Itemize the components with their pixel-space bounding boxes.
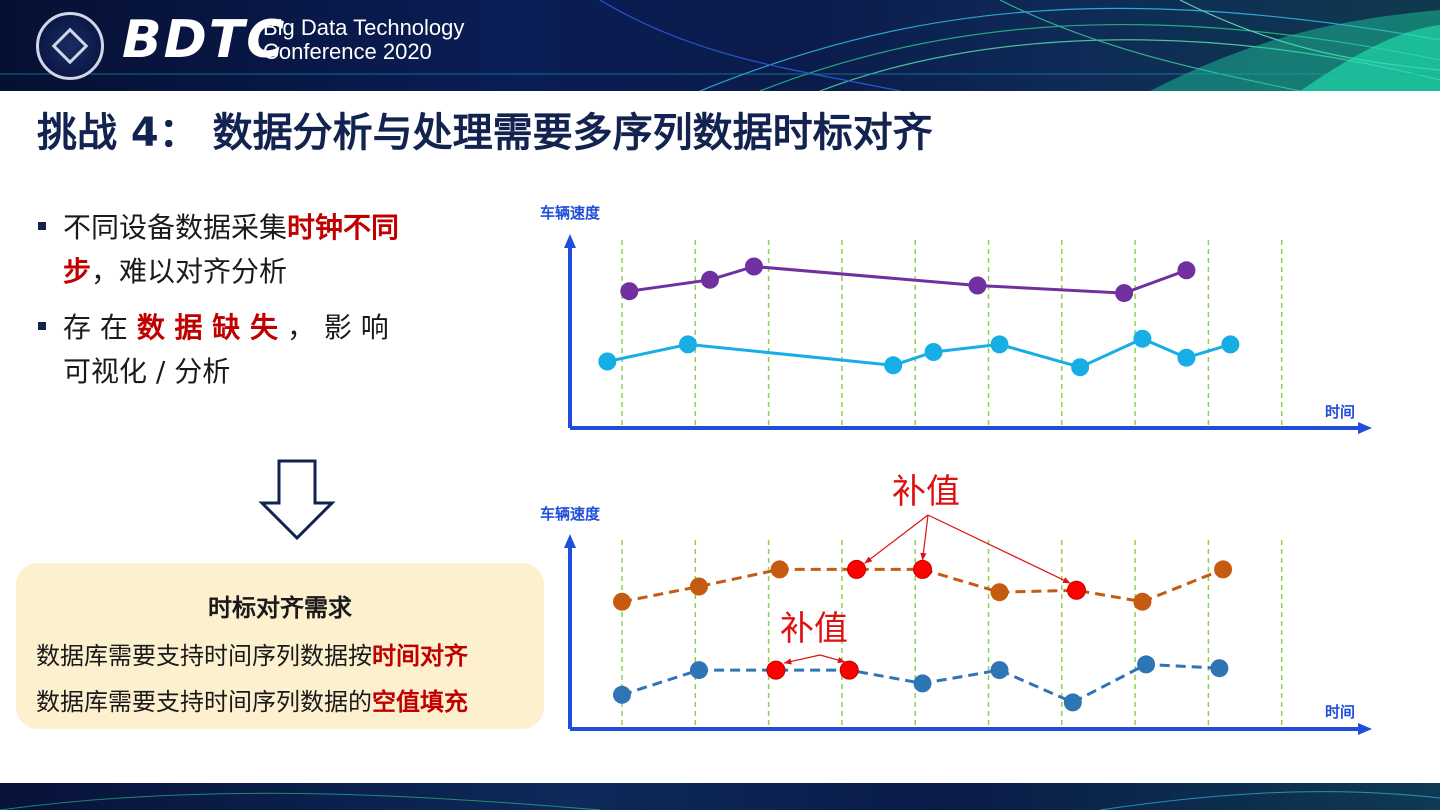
data-point xyxy=(1071,358,1090,377)
bullet-text: 不同设备数据采集时钟不同步，难以对齐分析 xyxy=(63,211,400,288)
filled-point xyxy=(839,660,859,680)
data-point xyxy=(1221,335,1240,354)
y-axis-arrow-icon xyxy=(564,534,576,548)
data-point xyxy=(1115,284,1134,303)
brand-name: BDTC xyxy=(122,10,287,70)
data-point xyxy=(968,276,987,295)
slide-title: 挑战 4： 数据分析与处理需要多序列数据时标对齐 xyxy=(37,110,933,156)
data-point xyxy=(990,335,1009,354)
annotation-arrowhead-icon xyxy=(837,657,846,664)
conference-banner: BDTC Big Data Technology Conference 2020 xyxy=(0,0,1440,91)
annotation-arrowhead-icon xyxy=(920,552,927,561)
footer-decoration xyxy=(0,791,1440,810)
data-point xyxy=(613,592,631,611)
series-line-orange xyxy=(621,567,1224,604)
data-point xyxy=(1133,592,1152,611)
conference-name-line2: Conference 2020 xyxy=(263,39,432,64)
filled-point xyxy=(766,660,786,680)
annotation-arrow xyxy=(819,654,846,663)
conference-name-line1: Big Data Technology xyxy=(263,15,465,40)
filled-point xyxy=(1066,580,1086,600)
bullet-clock-sync: 不同设备数据采集时钟不同步，难以对齐分析 xyxy=(38,206,438,294)
bullet-missing-data: 存 在 数 据 缺 失 ， 影 响 可视化 / 分析 xyxy=(38,306,418,394)
data-point xyxy=(990,583,1009,602)
data-point xyxy=(1177,261,1196,280)
x-axis-label: 时间 xyxy=(1325,403,1355,421)
data-point xyxy=(1133,329,1152,348)
data-point xyxy=(884,356,903,375)
requirement-align: 数据库需要支持时间序列数据按时间对齐 xyxy=(36,642,468,670)
data-point xyxy=(913,674,932,693)
series-line-blue xyxy=(621,662,1220,705)
data-point xyxy=(689,661,708,680)
banner-decoration xyxy=(0,0,1440,91)
annotation-arrow xyxy=(927,514,1071,584)
data-point xyxy=(990,661,1009,680)
annotation-arrow xyxy=(921,514,929,561)
data-point xyxy=(1063,693,1082,712)
annotation-arrow xyxy=(783,654,821,664)
data-point xyxy=(613,685,631,704)
data-point xyxy=(620,282,639,301)
x-axis-arrow-icon xyxy=(1358,422,1372,434)
requirements-box: 时标对齐需求 数据库需要支持时间序列数据按时间对齐 数据库需要支持时间序列数据的… xyxy=(16,563,544,729)
x-axis-arrow-icon xyxy=(1358,723,1372,735)
footer-bar xyxy=(0,783,1440,810)
ccf-logo xyxy=(36,12,104,80)
annotation-arrow xyxy=(864,514,929,564)
data-point xyxy=(744,257,763,276)
bullet-marker xyxy=(38,322,46,330)
data-point xyxy=(598,352,617,371)
annotation-arrowhead-icon xyxy=(864,556,873,564)
filled-point xyxy=(913,559,933,579)
y-axis-label: 车辆速度 xyxy=(540,505,601,523)
series-line-cyan xyxy=(607,337,1231,369)
filled-point xyxy=(847,559,867,579)
bullet-text: 存 在 数 据 缺 失 ， 影 响 可视化 / 分析 xyxy=(63,311,389,388)
requirement-fill: 数据库需要支持时间序列数据的空值填充 xyxy=(36,688,468,716)
y-axis-label: 车辆速度 xyxy=(540,204,601,222)
data-point xyxy=(1177,348,1196,367)
series-line-purple xyxy=(629,264,1187,295)
y-axis-arrow-icon xyxy=(564,234,576,248)
data-point xyxy=(689,577,708,596)
requirements-title: 时标对齐需求 xyxy=(208,594,352,622)
fill-annotation-label: 补值 xyxy=(780,609,848,649)
bullet-marker xyxy=(38,222,46,230)
data-point xyxy=(1137,655,1156,674)
x-axis-label: 时间 xyxy=(1325,703,1355,721)
data-point xyxy=(678,335,697,354)
data-point xyxy=(700,270,719,289)
annotation-arrowhead-icon xyxy=(1062,577,1071,584)
data-point xyxy=(924,343,943,361)
annotation-arrowhead-icon xyxy=(783,658,792,665)
data-point xyxy=(770,560,789,579)
down-arrow-icon xyxy=(258,459,336,541)
data-point xyxy=(1214,560,1233,579)
data-point xyxy=(1210,659,1229,678)
fill-annotation-label: 补值 xyxy=(892,472,960,512)
